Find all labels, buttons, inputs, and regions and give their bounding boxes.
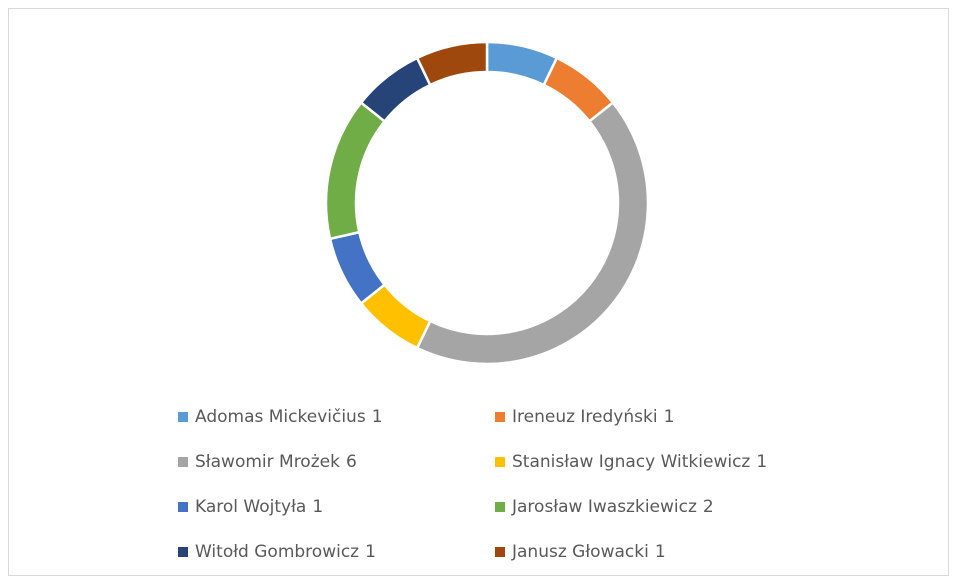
- legend-value: 2: [703, 497, 714, 517]
- legend-label: Janusz Głowacki 1: [511, 542, 666, 562]
- legend-name: Sławomir Mrożek: [195, 452, 340, 472]
- legend-name: Ireneuz Iredyński: [512, 407, 658, 427]
- legend-value: 1: [312, 497, 323, 517]
- legend-value: 6: [346, 452, 357, 472]
- legend-label: Jarosław Iwaszkiewicz 2: [511, 497, 714, 517]
- legend-name: Janusz Głowacki: [511, 542, 649, 562]
- legend-label: Adomas Mickevičius 1: [195, 407, 383, 427]
- chart-frame: [8, 8, 949, 576]
- legend-swatch: [178, 457, 188, 467]
- donut-segment: [415, 100, 650, 366]
- legend-swatch: [495, 457, 505, 467]
- legend-name: Adomas Mickevičius: [195, 407, 366, 427]
- legend-name: Karol Wojtyła: [195, 497, 306, 517]
- legend-value: 1: [655, 542, 666, 562]
- legend-name: Jarosław Iwaszkiewicz: [511, 497, 697, 517]
- legend-swatch: [495, 502, 505, 512]
- legend-name: Witołd Gombrowicz: [195, 542, 359, 562]
- legend-label: Stanisław Ignacy Witkiewicz 1: [512, 452, 767, 472]
- legend-label: Ireneuz Iredyński 1: [512, 407, 674, 427]
- legend-label: Sławomir Mrożek 6: [195, 452, 357, 472]
- legend-swatch: [495, 412, 505, 422]
- legend-label: Witołd Gombrowicz 1: [195, 542, 376, 562]
- legend-value: 1: [365, 542, 376, 562]
- legend-swatch: [178, 547, 188, 557]
- legend-value: 1: [372, 407, 383, 427]
- legend-swatch: [178, 502, 188, 512]
- legend-swatch: [178, 412, 188, 422]
- donut-segment: [415, 40, 489, 87]
- legend-name: Stanisław Ignacy Witkiewicz: [512, 452, 750, 472]
- legend-swatch: [495, 547, 505, 557]
- legend-label: Karol Wojtyła 1: [195, 497, 323, 517]
- legend-value: 1: [756, 452, 767, 472]
- legend-value: 1: [664, 407, 675, 427]
